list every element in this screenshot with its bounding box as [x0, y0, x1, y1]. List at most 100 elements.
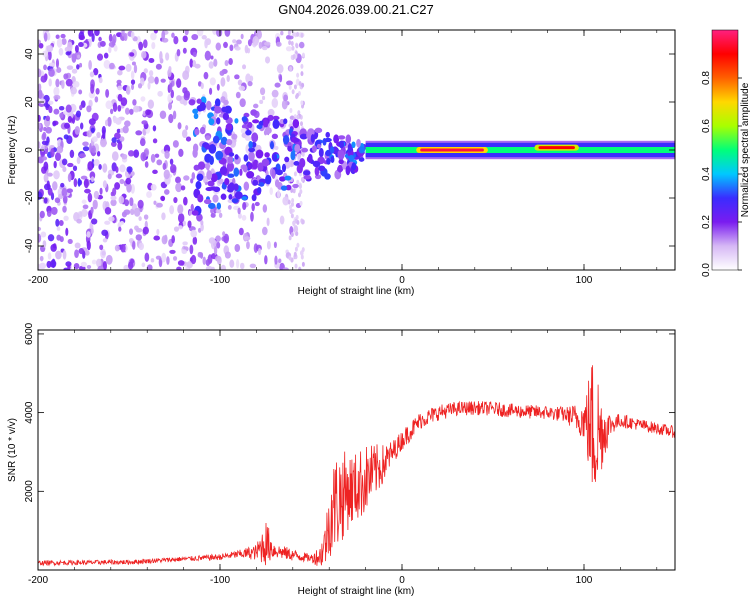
- spectrogram-speckle: [300, 177, 304, 183]
- spectrogram-speckle: [208, 118, 215, 126]
- spectrogram-speckle: [169, 82, 173, 93]
- spectrogram-speckle: [196, 213, 203, 222]
- spectrogram-speckle: [226, 139, 233, 146]
- spectrogram-speckle: [205, 100, 212, 111]
- spectrogram-speckle: [219, 70, 225, 76]
- spectrogram-speckle: [130, 208, 135, 216]
- spectrogram-speckle: [58, 106, 65, 111]
- spectrogram-speckle: [44, 30, 50, 33]
- spectrogram-speckle: [282, 196, 290, 206]
- spectrogram-speckle: [300, 254, 304, 260]
- spectrogram-speckle: [326, 157, 331, 165]
- spectrogram-speckle: [293, 138, 300, 143]
- spectrogram-speckle: [203, 71, 209, 80]
- spectrogram-speckle: [130, 31, 135, 39]
- spectrogram-speckle: [72, 165, 78, 172]
- spectrogram-speckle: [52, 181, 58, 191]
- spectrogram-speckle: [245, 135, 252, 141]
- colorbar-strip: [712, 30, 738, 270]
- spectrogram-speckle: [329, 146, 335, 154]
- spectrogram-speckle: [86, 105, 92, 113]
- spectrogram-speckle: [51, 258, 56, 269]
- spectrogram-speckle: [216, 202, 222, 210]
- spectrogram-speckle: [69, 149, 75, 159]
- spectrogram-speckle: [117, 93, 123, 102]
- spectrogram-speckle: [293, 225, 299, 234]
- spectrogram-speckle: [301, 247, 305, 253]
- spectrogram-speckle: [287, 142, 292, 147]
- spectrogram-speckle: [67, 162, 74, 168]
- spectrogram-speckle: [64, 46, 72, 53]
- spectrogram-speckle: [58, 193, 64, 200]
- spectrogram-speckle: [75, 110, 82, 118]
- spectrogram-speckle: [294, 246, 298, 252]
- spectrogram-speckle: [206, 170, 213, 181]
- spectrogram-speckle: [103, 52, 109, 59]
- y-tick-label: 40: [24, 48, 35, 60]
- spectrogram-speckle: [261, 46, 268, 51]
- spectrogram-speckle: [276, 189, 281, 199]
- spectrogram-speckle: [358, 157, 365, 162]
- y-tick-label: -40: [24, 238, 35, 253]
- spectrogram-speckle: [121, 153, 128, 160]
- spectrogram-speckle: [248, 140, 253, 149]
- spectrogram-speckle: [202, 256, 207, 266]
- spectrogram-speckle: [294, 144, 301, 153]
- spectrogram-speckle: [119, 179, 125, 185]
- y-tick-label: 6000: [24, 322, 35, 345]
- spectrogram-speckle: [301, 219, 305, 225]
- spectrogram-speckle: [242, 64, 247, 70]
- snr-y-label: SNR (10 * v/v): [7, 418, 18, 482]
- spectrogram-speckle: [122, 125, 129, 134]
- spectrogram-speckle: [70, 86, 78, 95]
- spectrogram-speckle: [303, 175, 312, 180]
- y-tick-label: -20: [24, 190, 35, 205]
- spectrogram-speckle: [177, 122, 182, 130]
- spectrogram-speckle: [280, 30, 284, 36]
- spectrogram-speckle: [215, 150, 224, 160]
- spectrogram-speckle: [288, 40, 292, 46]
- spectrogram-speckle: [114, 132, 121, 140]
- spectrogram-speckle: [290, 232, 294, 238]
- spectrogram-speckle: [55, 78, 60, 88]
- spectrogram-speckle: [62, 205, 67, 213]
- spectrogram-speckle: [358, 146, 366, 154]
- spectrogram-speckle: [214, 98, 221, 107]
- spectrogram-speckle: [125, 63, 132, 72]
- spectrogram-speckle: [153, 235, 161, 241]
- spectrogram-speckle: [216, 30, 223, 37]
- spectrogram-speckle: [80, 261, 87, 268]
- spectrogram-speckle: [287, 35, 294, 40]
- spectrogram-speckle: [274, 145, 279, 151]
- spectrogram-speckle: [161, 212, 166, 221]
- spectrogram-speckle: [168, 113, 174, 124]
- spectrogram-speckle: [252, 179, 259, 186]
- spectrogram-speckle: [295, 231, 299, 237]
- spectrogram-speckle: [248, 147, 256, 153]
- spectrogram-speckle: [170, 164, 177, 173]
- spectrogram-speckle: [53, 170, 60, 180]
- spectrogram-speckle: [234, 191, 243, 200]
- spectrogram-speckle: [113, 45, 118, 52]
- colorbar-tick-label: 0.2: [701, 215, 712, 229]
- spectrogram-speckle: [119, 221, 125, 226]
- spectrogram-speckle: [153, 30, 158, 34]
- spectrogram-speckle: [294, 263, 298, 269]
- spectrogram-speckle: [135, 234, 143, 241]
- spectrogram-speckle: [152, 138, 158, 144]
- spectrogram-speckle: [276, 41, 282, 47]
- spectrogram-speckle: [78, 41, 84, 48]
- spectrogram-speckle: [45, 115, 51, 122]
- spectrogram-speckle: [73, 263, 80, 270]
- spectrogram-speckle: [132, 99, 137, 106]
- spectrogram-speckle: [205, 259, 211, 267]
- spectrogram-speckle: [135, 130, 143, 136]
- spectrogram-speckle: [338, 140, 345, 149]
- spectrogram-speckle: [105, 88, 110, 98]
- spectrogram-speckle: [67, 264, 71, 270]
- spectrogram-speckle: [262, 204, 268, 213]
- spectrogram-speckle: [42, 131, 47, 140]
- spectrogram-speckle: [205, 187, 214, 192]
- spectrogram-speckle: [292, 118, 300, 129]
